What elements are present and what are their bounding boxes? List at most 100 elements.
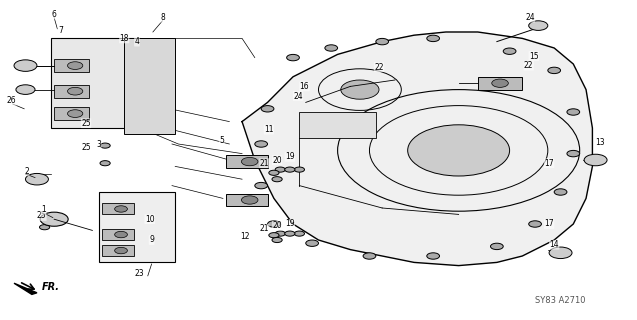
- Circle shape: [40, 212, 68, 226]
- Text: 15: 15: [529, 52, 539, 60]
- Bar: [54, 59, 89, 72]
- Circle shape: [548, 67, 561, 74]
- Text: 24: 24: [525, 13, 535, 22]
- Circle shape: [427, 35, 440, 42]
- Circle shape: [68, 87, 83, 95]
- Text: 25: 25: [36, 212, 47, 220]
- Text: 21: 21: [260, 224, 269, 233]
- Text: 8: 8: [160, 13, 165, 22]
- Circle shape: [294, 167, 304, 172]
- Text: 18: 18: [120, 34, 129, 43]
- Bar: [102, 229, 134, 240]
- Text: 5: 5: [219, 136, 224, 145]
- Circle shape: [287, 54, 299, 61]
- Circle shape: [294, 231, 304, 236]
- Text: 21: 21: [260, 159, 269, 168]
- Circle shape: [503, 48, 516, 54]
- Text: 7: 7: [58, 26, 63, 35]
- Text: 19: 19: [285, 220, 295, 228]
- Text: 20: 20: [272, 156, 282, 164]
- Bar: [102, 245, 134, 256]
- Text: 14: 14: [549, 240, 559, 249]
- Circle shape: [306, 240, 318, 246]
- Text: 13: 13: [595, 138, 605, 147]
- Circle shape: [427, 253, 440, 259]
- Circle shape: [255, 141, 268, 147]
- Text: 20: 20: [272, 221, 282, 230]
- Text: 19: 19: [285, 152, 295, 161]
- Circle shape: [16, 85, 35, 94]
- Circle shape: [554, 189, 567, 195]
- Text: 3: 3: [96, 140, 101, 148]
- Bar: [478, 77, 522, 90]
- Circle shape: [100, 143, 110, 148]
- Circle shape: [268, 221, 280, 227]
- Text: 22: 22: [375, 63, 383, 72]
- Text: 12: 12: [241, 232, 250, 241]
- Text: SY83 A2710: SY83 A2710: [535, 296, 586, 305]
- Text: 16: 16: [299, 82, 310, 91]
- Text: 1: 1: [41, 205, 46, 214]
- Polygon shape: [14, 283, 37, 294]
- Text: 25: 25: [81, 119, 91, 128]
- Circle shape: [39, 225, 50, 230]
- Circle shape: [261, 106, 274, 112]
- Circle shape: [241, 157, 258, 166]
- Circle shape: [14, 60, 37, 71]
- Bar: [226, 194, 268, 206]
- Bar: [226, 155, 268, 168]
- Circle shape: [68, 62, 83, 69]
- Text: 4: 4: [134, 37, 140, 46]
- Circle shape: [529, 21, 548, 30]
- Circle shape: [285, 167, 295, 172]
- Text: 6: 6: [52, 10, 57, 19]
- Circle shape: [272, 177, 282, 182]
- Circle shape: [100, 161, 110, 166]
- Bar: [124, 38, 175, 134]
- Circle shape: [115, 206, 127, 212]
- Circle shape: [269, 170, 279, 175]
- Circle shape: [25, 173, 48, 185]
- Bar: [299, 112, 376, 138]
- Circle shape: [241, 196, 258, 204]
- Text: 2: 2: [24, 167, 29, 176]
- Circle shape: [376, 38, 389, 45]
- Text: 9: 9: [149, 236, 154, 244]
- Circle shape: [529, 221, 541, 227]
- Circle shape: [549, 247, 572, 259]
- Bar: [54, 85, 89, 98]
- Circle shape: [285, 231, 295, 236]
- Text: 17: 17: [544, 159, 554, 168]
- Text: 24: 24: [293, 92, 303, 100]
- Text: 23: 23: [134, 269, 144, 278]
- Circle shape: [408, 125, 510, 176]
- Circle shape: [115, 247, 127, 254]
- Circle shape: [68, 110, 83, 117]
- Circle shape: [275, 231, 285, 236]
- Bar: [99, 192, 175, 262]
- Polygon shape: [242, 32, 592, 266]
- Text: 26: 26: [6, 96, 17, 105]
- Circle shape: [272, 237, 282, 243]
- Circle shape: [363, 253, 376, 259]
- Circle shape: [325, 45, 338, 51]
- Bar: [102, 203, 134, 214]
- Circle shape: [567, 150, 580, 157]
- Circle shape: [584, 154, 607, 166]
- Circle shape: [492, 79, 508, 87]
- Circle shape: [341, 80, 379, 99]
- Circle shape: [269, 233, 279, 238]
- Text: 25: 25: [81, 143, 91, 152]
- Text: 11: 11: [264, 125, 273, 134]
- Circle shape: [490, 243, 503, 250]
- Text: FR.: FR.: [41, 282, 59, 292]
- Circle shape: [255, 182, 268, 189]
- Text: 17: 17: [544, 220, 554, 228]
- Circle shape: [275, 167, 285, 172]
- Bar: [54, 107, 89, 120]
- Circle shape: [115, 231, 127, 238]
- Text: 22: 22: [524, 61, 533, 70]
- Bar: [51, 38, 140, 128]
- Circle shape: [567, 109, 580, 115]
- Text: 10: 10: [145, 215, 155, 224]
